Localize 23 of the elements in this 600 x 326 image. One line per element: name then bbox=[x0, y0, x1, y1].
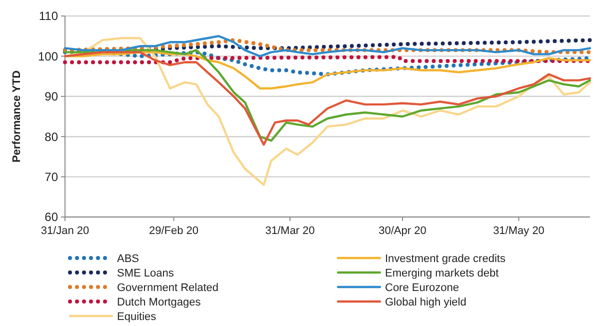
y-tick-label: 70 bbox=[44, 170, 58, 184]
legend-label: Government Related bbox=[117, 282, 218, 294]
x-tick-label: 29/Feb 20 bbox=[148, 225, 199, 237]
y-tick-label: 80 bbox=[44, 130, 58, 144]
y-tick-label: 110 bbox=[38, 9, 58, 24]
line-series bbox=[64, 37, 592, 186]
legend-label: ABS bbox=[117, 252, 140, 265]
legend-label: Dutch Mortgages bbox=[117, 296, 202, 308]
y-tick-label: 60 bbox=[44, 210, 58, 224]
legend-label: Global high yield bbox=[385, 296, 466, 308]
y-axis-title: Performance YTD bbox=[11, 70, 23, 163]
legend-label: SME Loans bbox=[117, 267, 174, 280]
legend-label: Core Eurozone bbox=[385, 282, 459, 294]
y-tick-label: 90 bbox=[44, 90, 58, 104]
line-series bbox=[64, 51, 592, 90]
legend-label: Equities bbox=[117, 310, 157, 323]
y-tick-label: 100 bbox=[38, 49, 58, 64]
legend-label: Investment grade credits bbox=[385, 252, 506, 265]
x-tick-label: 31/May 20 bbox=[493, 225, 544, 237]
legend-label: Emerging markets debt bbox=[385, 267, 499, 280]
x-tick-label: 30/Apr 20 bbox=[378, 225, 426, 237]
x-tick-label: 31/Jan 20 bbox=[40, 225, 90, 237]
x-tick-label: 31/Mar 20 bbox=[265, 225, 315, 237]
